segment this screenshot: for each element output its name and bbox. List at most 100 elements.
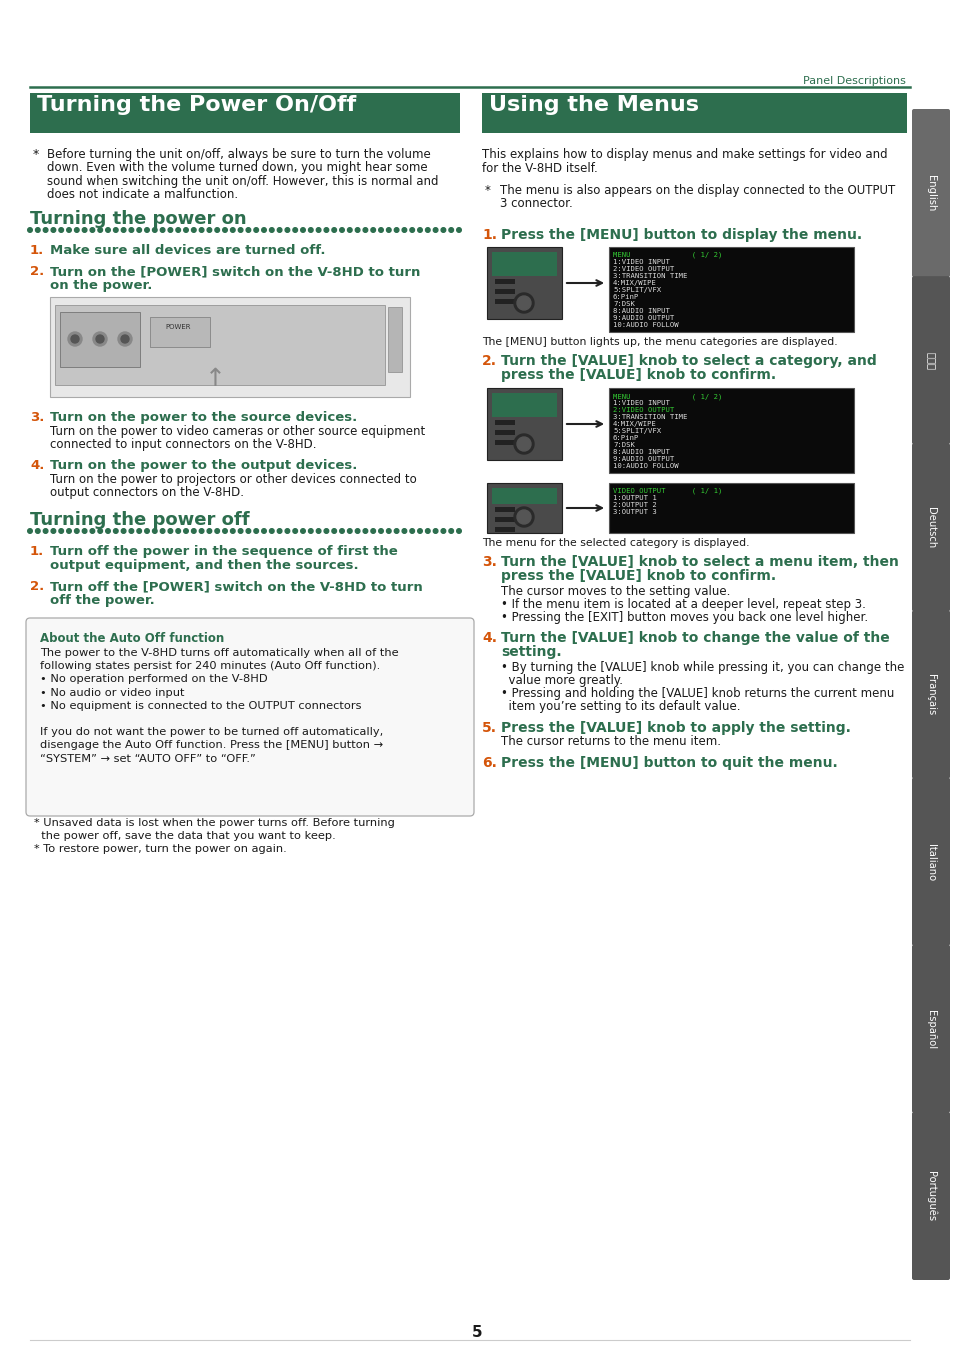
Bar xyxy=(486,483,561,533)
Text: Turn on the power to the output devices.: Turn on the power to the output devices. xyxy=(50,459,357,472)
Text: Turn off the [POWER] switch on the V-8HD to turn: Turn off the [POWER] switch on the V-8HD… xyxy=(50,580,422,593)
Text: 3:TRANSITION TIME: 3:TRANSITION TIME xyxy=(613,414,687,420)
Circle shape xyxy=(316,529,320,533)
Text: 2.: 2. xyxy=(30,580,44,593)
Circle shape xyxy=(514,293,534,313)
Circle shape xyxy=(28,228,32,232)
Text: 3:OUTPUT 3: 3:OUTPUT 3 xyxy=(613,509,656,514)
Circle shape xyxy=(214,529,219,533)
Circle shape xyxy=(308,529,313,533)
Circle shape xyxy=(199,529,204,533)
Text: The cursor returns to the menu item.: The cursor returns to the menu item. xyxy=(500,734,720,748)
Circle shape xyxy=(300,228,305,232)
Text: 10:AUDIO FOLLOW: 10:AUDIO FOLLOW xyxy=(613,463,678,468)
Circle shape xyxy=(59,228,64,232)
Text: 6.: 6. xyxy=(481,756,497,770)
Text: 3 connector.: 3 connector. xyxy=(499,197,572,211)
Circle shape xyxy=(90,529,94,533)
Bar xyxy=(495,508,515,512)
Text: output equipment, and then the sources.: output equipment, and then the sources. xyxy=(50,559,358,572)
Text: MENU              ( 1/ 2): MENU ( 1/ 2) xyxy=(613,252,721,258)
Circle shape xyxy=(410,529,414,533)
Circle shape xyxy=(145,228,149,232)
Circle shape xyxy=(425,529,430,533)
Circle shape xyxy=(168,228,172,232)
Text: 6:PinP: 6:PinP xyxy=(613,294,639,300)
Circle shape xyxy=(51,529,55,533)
Text: item you’re setting to its default value.: item you’re setting to its default value… xyxy=(500,701,740,713)
Circle shape xyxy=(82,529,87,533)
Text: Before turning the unit on/off, always be sure to turn the volume: Before turning the unit on/off, always b… xyxy=(47,148,431,161)
Circle shape xyxy=(269,228,274,232)
Bar xyxy=(608,387,853,472)
Circle shape xyxy=(363,228,367,232)
Text: “SYSTEM” → set “AUTO OFF” to “OFF.”: “SYSTEM” → set “AUTO OFF” to “OFF.” xyxy=(40,753,255,764)
Text: 3:TRANSITION TIME: 3:TRANSITION TIME xyxy=(613,273,687,279)
Text: *: * xyxy=(33,148,39,161)
Text: ↑: ↑ xyxy=(204,367,225,392)
Bar xyxy=(150,317,210,347)
Circle shape xyxy=(184,529,188,533)
Bar xyxy=(30,93,459,134)
Circle shape xyxy=(222,529,227,533)
Circle shape xyxy=(129,529,133,533)
FancyBboxPatch shape xyxy=(911,277,949,444)
Text: does not indicate a malfunction.: does not indicate a malfunction. xyxy=(47,189,238,201)
Circle shape xyxy=(199,228,204,232)
Circle shape xyxy=(207,529,212,533)
Circle shape xyxy=(277,529,281,533)
Circle shape xyxy=(293,228,297,232)
Circle shape xyxy=(394,228,398,232)
Circle shape xyxy=(168,529,172,533)
Bar xyxy=(492,393,557,417)
Bar xyxy=(486,387,561,460)
Bar xyxy=(492,487,557,504)
Circle shape xyxy=(137,228,141,232)
Circle shape xyxy=(456,529,461,533)
Circle shape xyxy=(43,228,48,232)
Text: • Pressing the [EXIT] button moves you back one level higher.: • Pressing the [EXIT] button moves you b… xyxy=(500,612,867,624)
Circle shape xyxy=(332,529,336,533)
Circle shape xyxy=(43,529,48,533)
Circle shape xyxy=(253,228,258,232)
Bar xyxy=(495,298,515,304)
FancyBboxPatch shape xyxy=(911,610,949,779)
Circle shape xyxy=(371,529,375,533)
Circle shape xyxy=(152,529,157,533)
Text: output connectors on the V-8HD.: output connectors on the V-8HD. xyxy=(50,486,244,500)
Text: Deutsch: Deutsch xyxy=(925,508,935,548)
Circle shape xyxy=(371,228,375,232)
Bar xyxy=(495,431,515,435)
Circle shape xyxy=(28,529,32,533)
Circle shape xyxy=(440,228,445,232)
Circle shape xyxy=(160,228,165,232)
Circle shape xyxy=(347,529,352,533)
Text: 7:DSK: 7:DSK xyxy=(613,301,634,306)
Text: off the power.: off the power. xyxy=(50,594,154,608)
Text: 1.: 1. xyxy=(30,244,44,256)
Circle shape xyxy=(59,529,64,533)
Bar xyxy=(492,252,557,275)
Circle shape xyxy=(339,228,344,232)
Circle shape xyxy=(145,529,149,533)
Text: Using the Menus: Using the Menus xyxy=(489,95,699,115)
Text: Turn on the [POWER] switch on the V-8HD to turn: Turn on the [POWER] switch on the V-8HD … xyxy=(50,265,420,278)
Text: The menu is also appears on the display connected to the OUTPUT: The menu is also appears on the display … xyxy=(499,184,894,197)
Text: Press the [MENU] button to quit the menu.: Press the [MENU] button to quit the menu… xyxy=(500,756,837,770)
Text: 2.: 2. xyxy=(30,265,44,278)
FancyBboxPatch shape xyxy=(911,945,949,1112)
Circle shape xyxy=(339,529,344,533)
Text: disengage the Auto Off function. Press the [MENU] button →: disengage the Auto Off function. Press t… xyxy=(40,740,383,751)
Bar xyxy=(495,289,515,294)
Circle shape xyxy=(238,529,243,533)
Text: 2:VIDEO OUTPUT: 2:VIDEO OUTPUT xyxy=(613,266,674,271)
Circle shape xyxy=(106,529,111,533)
Circle shape xyxy=(113,529,118,533)
Text: 4:MIX/WIPE: 4:MIX/WIPE xyxy=(613,279,656,286)
Circle shape xyxy=(517,296,531,310)
Circle shape xyxy=(121,228,126,232)
Text: * To restore power, turn the power on again.: * To restore power, turn the power on ag… xyxy=(34,844,287,855)
Circle shape xyxy=(175,228,180,232)
Text: 1:VIDEO INPUT: 1:VIDEO INPUT xyxy=(613,400,669,406)
Text: The [MENU] button lights up, the menu categories are displayed.: The [MENU] button lights up, the menu ca… xyxy=(481,338,837,347)
